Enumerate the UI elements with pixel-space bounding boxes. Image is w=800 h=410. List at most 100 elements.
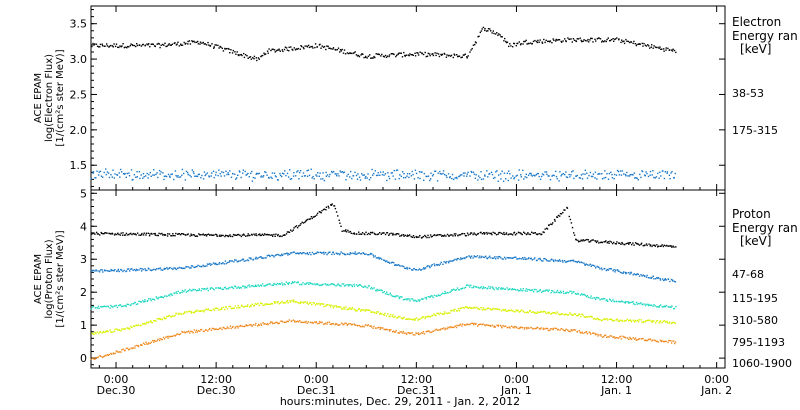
proton-point (562, 261, 564, 263)
proton-point (506, 256, 508, 259)
proton-point (381, 289, 383, 292)
electron-point (512, 175, 514, 177)
proton-point (148, 298, 150, 300)
proton-point (112, 269, 114, 272)
proton-point (417, 269, 419, 271)
proton-point (418, 236, 420, 238)
proton-point (335, 305, 337, 307)
proton-point (547, 290, 549, 292)
proton-point (205, 308, 208, 310)
electron-point (355, 54, 358, 56)
proton-point (219, 308, 222, 311)
proton-point (345, 231, 348, 233)
proton-point (630, 272, 633, 274)
electron-point (520, 174, 522, 176)
proton-point (232, 307, 234, 310)
proton-point (494, 232, 496, 235)
proton-point (116, 328, 118, 330)
proton-point (266, 255, 268, 257)
proton-point (343, 253, 346, 256)
proton-point (211, 263, 213, 265)
proton-point (204, 288, 206, 290)
proton-point (613, 241, 615, 244)
proton-point (320, 252, 323, 254)
proton-point (309, 251, 311, 254)
electron-point (202, 41, 204, 44)
proton-point (466, 256, 468, 258)
proton-point (482, 256, 485, 258)
electron-point (133, 44, 136, 47)
electron-point (543, 38, 545, 41)
proton-point (254, 303, 257, 305)
proton-point (489, 324, 492, 327)
electron-point (159, 46, 161, 49)
proton-point (151, 322, 153, 324)
proton-point (151, 298, 153, 300)
proton-point (99, 354, 101, 357)
electron-point (642, 45, 644, 47)
proton-point (388, 234, 390, 236)
electron-point (668, 174, 671, 176)
electron-point (576, 174, 578, 177)
electron-point (645, 171, 647, 173)
proton-point (601, 241, 603, 244)
proton-point (636, 243, 639, 245)
electron-point (326, 45, 328, 47)
electron-point (649, 174, 651, 176)
electron-point (124, 46, 126, 48)
electron-point (292, 49, 294, 51)
proton-point (349, 252, 351, 254)
proton-point (589, 332, 591, 334)
proton-point (353, 232, 355, 234)
proton-point (591, 239, 593, 241)
electron-point (423, 172, 425, 175)
electron-point (539, 39, 541, 41)
electron-point (453, 53, 455, 55)
proton-point (243, 234, 245, 236)
proton-point (526, 328, 528, 330)
proton-point (408, 298, 410, 300)
proton-point (559, 260, 562, 262)
proton-point (437, 329, 440, 331)
electron-point (531, 175, 534, 177)
proton-point (219, 327, 221, 329)
proton-point (153, 339, 155, 342)
proton-point (557, 260, 560, 262)
proton-point (473, 306, 475, 309)
proton-point (521, 258, 523, 260)
proton-point (405, 318, 408, 320)
proton-point (502, 258, 504, 260)
proton-point (427, 315, 429, 318)
proton-point (407, 298, 409, 300)
proton-point (166, 267, 168, 269)
proton-point (451, 234, 453, 236)
electron-point (203, 43, 205, 45)
electron-point (275, 50, 278, 52)
electron-point (582, 40, 584, 42)
proton-point (162, 234, 164, 236)
proton-point (426, 316, 428, 318)
proton-point (333, 284, 336, 286)
proton-point (360, 310, 362, 312)
proton-point (377, 311, 379, 313)
proton-point (356, 233, 358, 235)
proton-point (306, 253, 308, 255)
proton-point (622, 335, 624, 338)
proton-point (114, 305, 116, 307)
proton-point (498, 255, 500, 258)
proton-point (146, 269, 148, 272)
proton-point (163, 295, 166, 297)
proton-point (445, 262, 447, 264)
proton-point (424, 316, 427, 318)
electron-point (623, 173, 625, 175)
electron-point (491, 173, 494, 176)
proton-point (315, 321, 318, 323)
proton-point (339, 306, 341, 308)
proton-point (638, 319, 640, 321)
proton-point (189, 267, 191, 269)
electron-point (532, 40, 535, 43)
proton-point (475, 234, 477, 236)
electron-point (388, 55, 390, 58)
proton-point (280, 254, 282, 257)
electron-point (436, 52, 438, 54)
